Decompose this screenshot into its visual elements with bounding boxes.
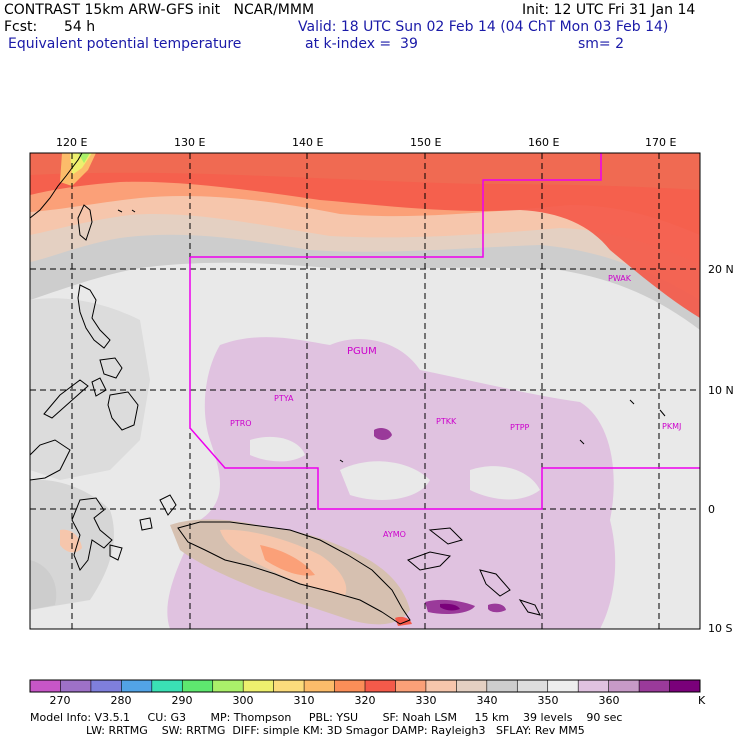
colorbar-label-300: 300 <box>232 694 254 707</box>
lat-label-20n: 20 N <box>708 263 734 276</box>
colorbar-swatch <box>334 680 366 692</box>
forecast-label: Fcst: <box>4 19 38 35</box>
colorbar-swatch <box>212 680 244 692</box>
station-ptya: PTYA <box>274 394 294 403</box>
lat-label-equator: 0 <box>708 503 715 516</box>
lon-label-140e: 140 E <box>292 136 324 149</box>
colorbar-label-310: 310 <box>293 694 315 707</box>
theta-e-field <box>30 153 700 629</box>
colorbar-unit: K <box>698 694 706 707</box>
lon-label-150e: 150 E <box>410 136 442 149</box>
colorbar-swatch <box>486 680 518 692</box>
station-pkmj: PKMJ <box>662 422 681 431</box>
colorbar-label-290: 290 <box>171 694 193 707</box>
model-title: CONTRAST 15km ARW-GFS init NCAR/MMM <box>4 2 315 18</box>
colorbar-swatch <box>517 680 549 692</box>
colorbar-label-360: 360 <box>598 694 620 707</box>
colorbar-label-280: 280 <box>110 694 132 707</box>
colorbar-swatch <box>273 680 305 692</box>
colorbar-label-270: 270 <box>49 694 71 707</box>
lat-label-10n: 10 N <box>708 384 734 397</box>
lat-label-10s: 10 S <box>708 622 733 635</box>
lon-label-120e: 120 E <box>56 136 88 149</box>
map-frame <box>29 152 701 630</box>
colorbar-swatch <box>30 680 61 692</box>
model-info-line1: Model Info: V3.5.1 CU: G3 MP: Thompson P… <box>30 711 623 724</box>
colorbar-swatch <box>547 680 579 692</box>
forecast-hour: 54 h <box>64 19 96 35</box>
station-aymo: AYMO <box>383 530 406 539</box>
station-labels: PWAK PGUM PTYA PTRO PTKK PTPP PKMJ AYMO <box>230 274 681 539</box>
colorbar-swatch <box>395 680 427 692</box>
colorbar-swatch <box>669 680 701 692</box>
station-ptpp: PTPP <box>510 423 530 432</box>
field-name: Equivalent potential temperature <box>8 36 242 52</box>
lon-label-170e: 170 E <box>645 136 677 149</box>
station-pwak: PWAK <box>608 274 632 283</box>
colorbar-swatch <box>304 680 336 692</box>
station-pgum: PGUM <box>347 346 377 357</box>
smoothing-info: sm= 2 <box>578 36 625 52</box>
colorbar-swatch <box>365 680 396 692</box>
model-info-line2: LW: RRTMG SW: RRTMG DIFF: simple KM: 3D … <box>30 724 585 737</box>
valid-time: Valid: 18 UTC Sun 02 Feb 14 (04 ChT Mon … <box>298 19 669 35</box>
colorbar-swatch <box>90 680 122 692</box>
station-ptkk: PTKK <box>436 417 457 426</box>
lon-label-160e: 160 E <box>528 136 560 149</box>
fir-boundary <box>189 153 700 510</box>
lon-label-130e: 130 E <box>174 136 206 149</box>
colorbar-swatch <box>608 680 640 692</box>
station-ptro: PTRO <box>230 419 252 428</box>
colorbar-swatch <box>60 680 92 692</box>
colorbar-swatch <box>639 680 671 692</box>
colorbar-swatch <box>578 680 610 692</box>
colorbar-label-330: 330 <box>415 694 437 707</box>
colorbar-swatch <box>456 680 488 692</box>
colorbar-swatch <box>151 680 183 692</box>
colorbar <box>29 679 701 693</box>
colorbar-swatch <box>243 680 275 692</box>
colorbar-label-350: 350 <box>537 694 559 707</box>
colorbar-swatch <box>182 680 214 692</box>
colorbar-label-320: 320 <box>354 694 376 707</box>
init-time: Init: 12 UTC Fri 31 Jan 14 <box>522 2 696 18</box>
level-info: at k-index = 39 <box>305 36 418 52</box>
colorbar-swatch <box>121 680 153 692</box>
colorbar-swatch <box>425 680 457 692</box>
colorbar-label-340: 340 <box>476 694 498 707</box>
